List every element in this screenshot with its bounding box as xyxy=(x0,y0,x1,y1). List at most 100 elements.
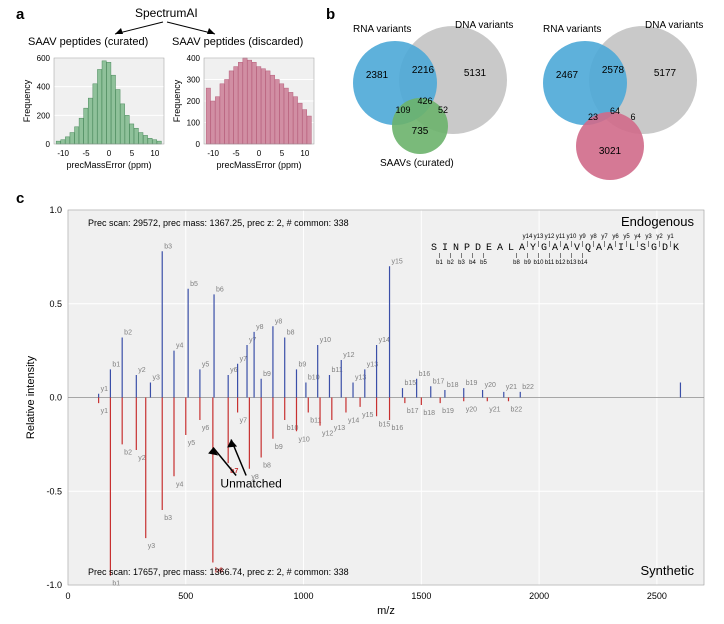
svg-text:L: L xyxy=(629,243,635,254)
svg-text:400: 400 xyxy=(187,54,201,63)
svg-text:A: A xyxy=(596,243,602,254)
svg-text:G: G xyxy=(541,243,547,254)
svg-text:y4: y4 xyxy=(176,481,184,488)
svg-text:64: 64 xyxy=(610,106,620,116)
svg-text:y7: y7 xyxy=(249,337,257,344)
svg-text:N: N xyxy=(453,243,459,254)
svg-text:y14: y14 xyxy=(379,337,390,344)
svg-text:y1: y1 xyxy=(101,408,109,415)
svg-text:K: K xyxy=(673,243,679,254)
svg-text:b22: b22 xyxy=(510,406,522,413)
svg-text:b22: b22 xyxy=(522,384,534,391)
svg-text:b19: b19 xyxy=(466,380,478,387)
svg-text:Y: Y xyxy=(530,243,536,254)
svg-text:b2: b2 xyxy=(124,330,132,337)
svg-text:y6: y6 xyxy=(612,234,619,240)
svg-text:RNA variants: RNA variants xyxy=(543,24,601,35)
svg-text:I: I xyxy=(618,243,624,254)
svg-text:b8: b8 xyxy=(263,463,271,470)
svg-text:y3: y3 xyxy=(148,543,156,550)
svg-text:A: A xyxy=(497,243,503,254)
svg-text:y4: y4 xyxy=(634,234,641,240)
svg-text:b3: b3 xyxy=(458,260,465,266)
svg-text:5: 5 xyxy=(130,149,135,158)
svg-text:Frequency: Frequency xyxy=(172,79,182,122)
svg-text:G: G xyxy=(651,243,657,254)
svg-text:b15: b15 xyxy=(404,380,416,387)
svg-text:109: 109 xyxy=(395,105,410,115)
svg-text:y10: y10 xyxy=(320,337,331,344)
svg-text:200: 200 xyxy=(37,111,51,120)
svg-text:-1.0: -1.0 xyxy=(46,580,62,590)
svg-text:300: 300 xyxy=(187,76,201,85)
svg-text:b16: b16 xyxy=(419,371,431,378)
svg-text:Synthetic: Synthetic xyxy=(641,563,695,578)
svg-text:y1: y1 xyxy=(101,386,109,393)
svg-text:A: A xyxy=(552,243,558,254)
svg-text:y4: y4 xyxy=(176,343,184,350)
svg-text:-10: -10 xyxy=(57,149,69,158)
svg-text:y21: y21 xyxy=(489,406,500,413)
svg-text:y20: y20 xyxy=(466,406,477,413)
svg-text:3021: 3021 xyxy=(599,146,622,157)
svg-text:b5: b5 xyxy=(480,260,487,266)
svg-text:0: 0 xyxy=(257,149,262,158)
svg-text:y3: y3 xyxy=(152,375,160,382)
svg-text:b17: b17 xyxy=(407,408,419,415)
hist-left-title: SAAV peptides (curated) xyxy=(28,36,148,48)
svg-text:y14: y14 xyxy=(348,418,359,425)
svg-text:y14: y14 xyxy=(523,234,533,240)
svg-text:precMassError (ppm): precMassError (ppm) xyxy=(66,160,151,170)
svg-text:b1: b1 xyxy=(112,361,120,368)
svg-text:6: 6 xyxy=(630,112,635,122)
spectrum-chart: -1.0-0.50.00.51.005001000150020002500y1b… xyxy=(20,200,716,620)
svg-text:b8: b8 xyxy=(513,260,520,266)
svg-text:D: D xyxy=(475,243,481,254)
svg-text:S: S xyxy=(431,243,437,254)
svg-text:b4: b4 xyxy=(469,260,476,266)
svg-text:5: 5 xyxy=(280,149,285,158)
svg-text:S: S xyxy=(640,243,646,254)
svg-text:0.0: 0.0 xyxy=(49,393,62,403)
svg-text:0: 0 xyxy=(65,591,70,601)
svg-text:5177: 5177 xyxy=(654,68,677,79)
svg-text:b3: b3 xyxy=(164,243,172,250)
svg-text:y8: y8 xyxy=(590,234,597,240)
svg-text:2467: 2467 xyxy=(556,70,579,81)
svg-text:1000: 1000 xyxy=(294,591,314,601)
svg-text:0: 0 xyxy=(46,140,51,149)
svg-text:m/z: m/z xyxy=(377,605,395,617)
svg-text:precMassError (ppm): precMassError (ppm) xyxy=(216,160,301,170)
hist-left-chart: 0200400600-10-50510precMassError (ppm)Fr… xyxy=(20,52,170,172)
svg-text:y15: y15 xyxy=(362,412,373,419)
svg-text:DNA variants: DNA variants xyxy=(645,20,703,31)
svg-text:y8: y8 xyxy=(256,324,264,331)
svg-text:y5: y5 xyxy=(188,440,196,447)
svg-text:0: 0 xyxy=(196,140,201,149)
svg-text:y15: y15 xyxy=(392,258,403,265)
svg-text:y3: y3 xyxy=(645,234,652,240)
svg-text:A: A xyxy=(563,243,569,254)
svg-text:y10: y10 xyxy=(298,436,309,443)
svg-text:y8: y8 xyxy=(275,318,283,325)
svg-text:y10: y10 xyxy=(567,234,577,240)
svg-text:Unmatched: Unmatched xyxy=(220,477,281,491)
svg-text:2381: 2381 xyxy=(366,70,389,81)
svg-text:y21: y21 xyxy=(506,384,517,391)
svg-text:b3: b3 xyxy=(164,515,172,522)
svg-text:A: A xyxy=(607,243,613,254)
svg-text:5131: 5131 xyxy=(464,68,487,79)
svg-text:y12: y12 xyxy=(322,431,333,438)
svg-text:y13: y13 xyxy=(334,425,345,432)
svg-text:600: 600 xyxy=(37,54,51,63)
svg-text:y2: y2 xyxy=(656,234,663,240)
svg-text:100: 100 xyxy=(187,119,201,128)
svg-text:2578: 2578 xyxy=(602,65,625,76)
svg-text:y5: y5 xyxy=(202,361,210,368)
svg-text:y5: y5 xyxy=(623,234,630,240)
svg-text:Prec scan: 17657, prec mass: 1: Prec scan: 17657, prec mass: 1366.74, pr… xyxy=(88,567,349,577)
svg-text:Frequency: Frequency xyxy=(22,79,32,122)
svg-text:DNA variants: DNA variants xyxy=(455,20,513,31)
svg-text:b1: b1 xyxy=(436,260,443,266)
svg-text:V: V xyxy=(574,243,580,254)
